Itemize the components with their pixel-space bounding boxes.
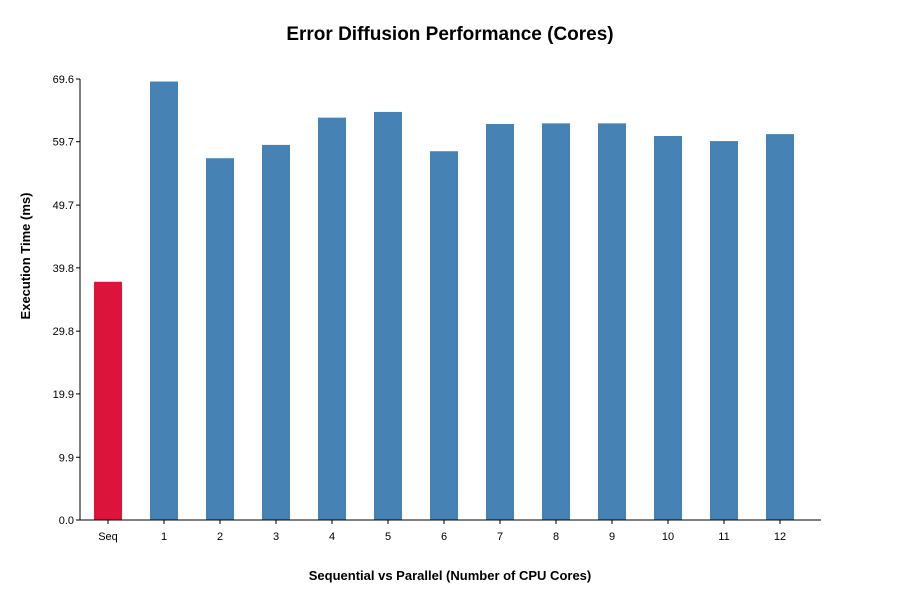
y-axis-label: Execution Time (ms)	[18, 193, 33, 320]
bar-9	[598, 123, 626, 520]
bar-7	[486, 123, 514, 521]
y-tick-label: 9.9	[59, 452, 74, 464]
x-tick-label: 3	[273, 531, 279, 543]
y-tick-label: 69.6	[53, 74, 74, 86]
x-tick-label: 5	[385, 531, 391, 543]
bar-1	[150, 81, 178, 520]
y-tick-label: 19.9	[53, 389, 74, 401]
bar-2	[206, 158, 234, 521]
y-ticks-group: 0.0 9.9 19.9 29.8 39.8 49.7 59.7 69.6	[53, 74, 80, 527]
y-tick-label: 29.8	[53, 326, 74, 338]
x-tick-label: 8	[553, 531, 559, 543]
x-tick-label: 9	[609, 531, 615, 543]
bars-group	[94, 81, 794, 521]
x-tick-label: 10	[662, 531, 674, 543]
x-tick-label: 2	[217, 531, 223, 543]
bar-5	[374, 111, 402, 520]
x-tick-label: 7	[497, 531, 503, 543]
x-tick-label: 1	[161, 531, 167, 543]
x-axis-label: Sequential vs Parallel (Number of CPU Co…	[309, 568, 591, 583]
bar-11	[710, 141, 738, 520]
y-tick-label: 0.0	[59, 515, 74, 527]
x-ticks-group: Seq 1 2 3 4 5 6 7 8 9 10 11 12	[98, 520, 786, 543]
y-tick-label: 39.8	[53, 263, 74, 275]
x-tick-label: 12	[774, 531, 786, 543]
bar-6	[430, 151, 458, 520]
x-tick-label: Seq	[98, 531, 118, 543]
bar-seq	[94, 281, 122, 520]
x-tick-label: 4	[329, 531, 335, 543]
y-tick-label: 49.7	[53, 200, 74, 212]
bar-8	[542, 123, 570, 520]
bar-10	[654, 136, 682, 520]
x-tick-label: 6	[441, 531, 447, 543]
bar-3	[262, 144, 290, 520]
bar-4	[318, 117, 346, 520]
chart-title: Error Diffusion Performance (Cores)	[286, 24, 613, 45]
x-tick-label: 11	[718, 531, 729, 543]
bar-12	[766, 134, 794, 520]
y-tick-label: 59.7	[53, 137, 74, 149]
